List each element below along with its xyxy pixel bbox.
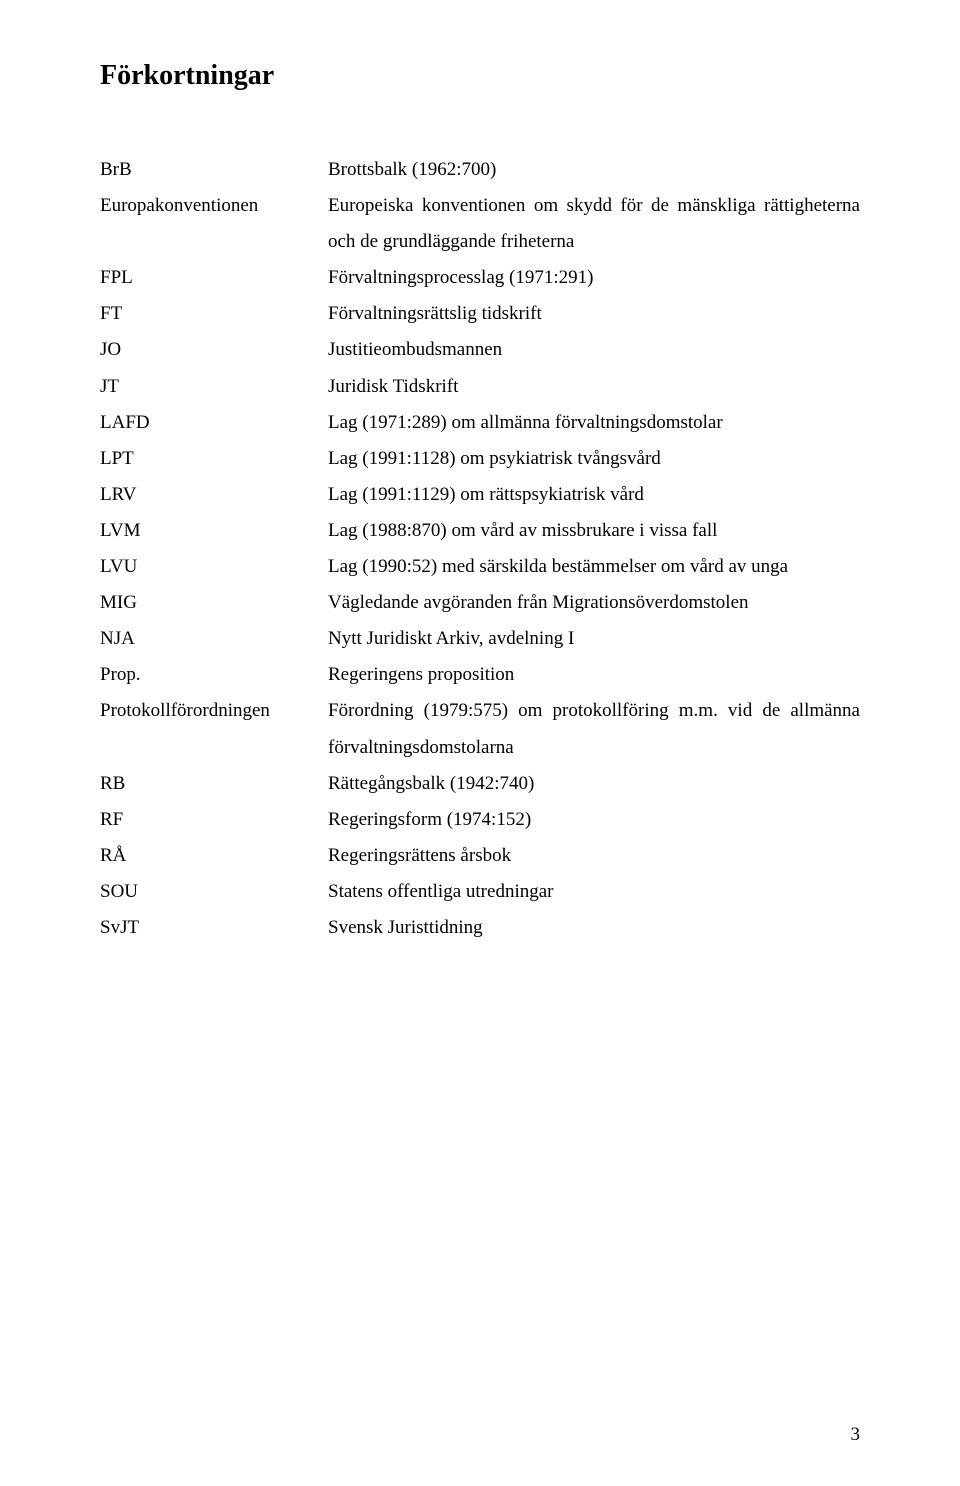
abbr-definition: Vägledande avgöranden från Migrationsöve… [328, 585, 860, 621]
table-row: Prop.Regeringens proposition [100, 657, 860, 693]
abbr-term: Protokollförordningen [100, 693, 328, 765]
abbr-definition: Regeringsform (1974:152) [328, 802, 860, 838]
page-title: Förkortningar [100, 60, 860, 92]
abbr-definition: Lag (1971:289) om allmänna förvaltningsd… [328, 405, 860, 441]
abbr-term: NJA [100, 621, 328, 657]
abbr-definition: Regeringsrättens årsbok [328, 838, 860, 874]
table-row: RBRättegångsbalk (1942:740) [100, 766, 860, 802]
abbr-term: LVM [100, 513, 328, 549]
abbr-term: JT [100, 369, 328, 405]
abbr-definition: Lag (1990:52) med särskilda bestämmelser… [328, 549, 860, 585]
abbr-term: RB [100, 766, 328, 802]
abbr-definition: Nytt Juridiskt Arkiv, avdelning I [328, 621, 860, 657]
abbr-term: JO [100, 332, 328, 368]
abbr-definition: Regeringens proposition [328, 657, 860, 693]
abbr-definition: Juridisk Tidskrift [328, 369, 860, 405]
table-row: RÅRegeringsrättens årsbok [100, 838, 860, 874]
abbr-term: RF [100, 802, 328, 838]
table-row: JTJuridisk Tidskrift [100, 369, 860, 405]
abbr-definition: Europeiska konventionen om skydd för de … [328, 188, 860, 260]
table-row: MIGVägledande avgöranden från Migrations… [100, 585, 860, 621]
abbr-definition: Lag (1991:1129) om rättspsykiatrisk vård [328, 477, 860, 513]
table-row: ProtokollförordningenFörordning (1979:57… [100, 693, 860, 765]
abbr-term: LVU [100, 549, 328, 585]
table-row: LVULag (1990:52) med särskilda bestämmel… [100, 549, 860, 585]
table-row: FPLFörvaltningsprocesslag (1971:291) [100, 260, 860, 296]
table-row: FTFörvaltningsrättslig tidskrift [100, 296, 860, 332]
abbr-definition: Lag (1988:870) om vård av missbrukare i … [328, 513, 860, 549]
abbr-term: SOU [100, 874, 328, 910]
abbr-term: LAFD [100, 405, 328, 441]
table-row: NJANytt Juridiskt Arkiv, avdelning I [100, 621, 860, 657]
table-row: EuropakonventionenEuropeiska konventione… [100, 188, 860, 260]
abbr-definition: Lag (1991:1128) om psykiatrisk tvångsvår… [328, 441, 860, 477]
table-row: SOUStatens offentliga utredningar [100, 874, 860, 910]
page-container: Förkortningar BrBBrottsbalk (1962:700)Eu… [0, 0, 960, 1486]
abbr-definition: Justitieombudsmannen [328, 332, 860, 368]
abbr-term: BrB [100, 152, 328, 188]
table-row: LPTLag (1991:1128) om psykiatrisk tvångs… [100, 441, 860, 477]
table-row: SvJTSvensk Juristtidning [100, 910, 860, 946]
abbr-definition: Rättegångsbalk (1942:740) [328, 766, 860, 802]
abbr-term: SvJT [100, 910, 328, 946]
table-row: RFRegeringsform (1974:152) [100, 802, 860, 838]
abbr-definition: Förvaltningsrättslig tidskrift [328, 296, 860, 332]
abbr-term: FT [100, 296, 328, 332]
abbr-term: LRV [100, 477, 328, 513]
abbr-definition: Statens offentliga utredningar [328, 874, 860, 910]
abbr-term: LPT [100, 441, 328, 477]
abbr-definition: Förordning (1979:575) om protokollföring… [328, 693, 860, 765]
table-row: JOJustitieombudsmannen [100, 332, 860, 368]
abbreviations-table: BrBBrottsbalk (1962:700)Europakonvention… [100, 152, 860, 946]
table-row: LVMLag (1988:870) om vård av missbrukare… [100, 513, 860, 549]
abbr-definition: Förvaltningsprocesslag (1971:291) [328, 260, 860, 296]
page-number: 3 [100, 1384, 860, 1446]
abbr-term: RÅ [100, 838, 328, 874]
abbr-term: FPL [100, 260, 328, 296]
abbr-term: Europakonventionen [100, 188, 328, 260]
table-row: BrBBrottsbalk (1962:700) [100, 152, 860, 188]
table-row: LAFDLag (1971:289) om allmänna förvaltni… [100, 405, 860, 441]
abbr-term: MIG [100, 585, 328, 621]
abbr-term: Prop. [100, 657, 328, 693]
abbr-definition: Svensk Juristtidning [328, 910, 860, 946]
abbr-definition: Brottsbalk (1962:700) [328, 152, 860, 188]
table-row: LRVLag (1991:1129) om rättspsykiatrisk v… [100, 477, 860, 513]
